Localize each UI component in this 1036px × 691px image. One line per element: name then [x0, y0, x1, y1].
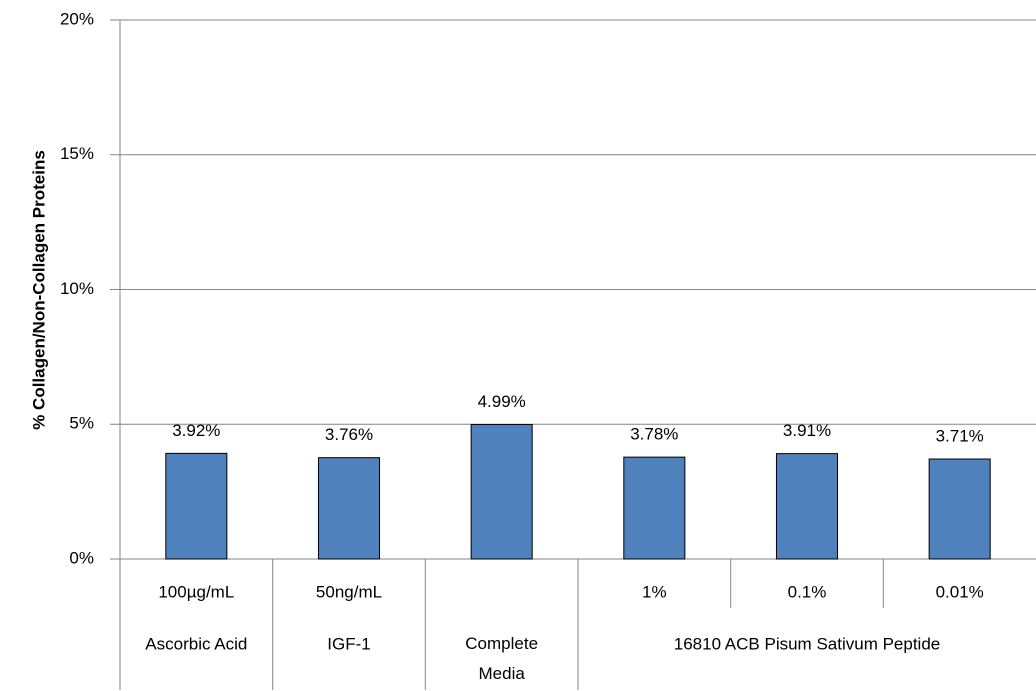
y-tick-label: 15%: [60, 144, 94, 163]
data-label: 3.91%: [783, 421, 831, 440]
group-label: Ascorbic Acid: [145, 634, 247, 653]
bar: [165, 452, 228, 560]
bar: [928, 458, 991, 560]
group-label: Complete Media: [465, 634, 538, 683]
x-tick-label: 0.01%: [936, 582, 984, 601]
data-label: 3.71%: [936, 426, 984, 445]
y-tick-label: 20%: [60, 9, 94, 28]
group-label: IGF-1: [327, 634, 370, 653]
bar: [775, 453, 839, 560]
group-label: 16810 ACB Pisum Sativum Peptide: [674, 634, 940, 653]
y-axis-label: % Collagen/Non-Collagen Proteins: [29, 150, 48, 430]
data-label: 3.78%: [630, 425, 678, 444]
x-tick-label: 1%: [642, 582, 667, 601]
bar: [317, 457, 381, 560]
bar: [623, 456, 686, 560]
bar: [470, 424, 533, 560]
y-tick-label: 0%: [69, 548, 94, 567]
y-tick-label: 10%: [60, 279, 94, 298]
x-tick-label: 50ng/mL: [316, 582, 382, 601]
data-label: 3.92%: [172, 421, 220, 440]
x-tick-label: 100µg/mL: [158, 582, 234, 601]
y-tick-label: 5%: [69, 414, 94, 433]
data-label: 3.76%: [325, 425, 373, 444]
x-tick-label: 0.1%: [788, 582, 827, 601]
data-label: 4.99%: [478, 392, 526, 411]
